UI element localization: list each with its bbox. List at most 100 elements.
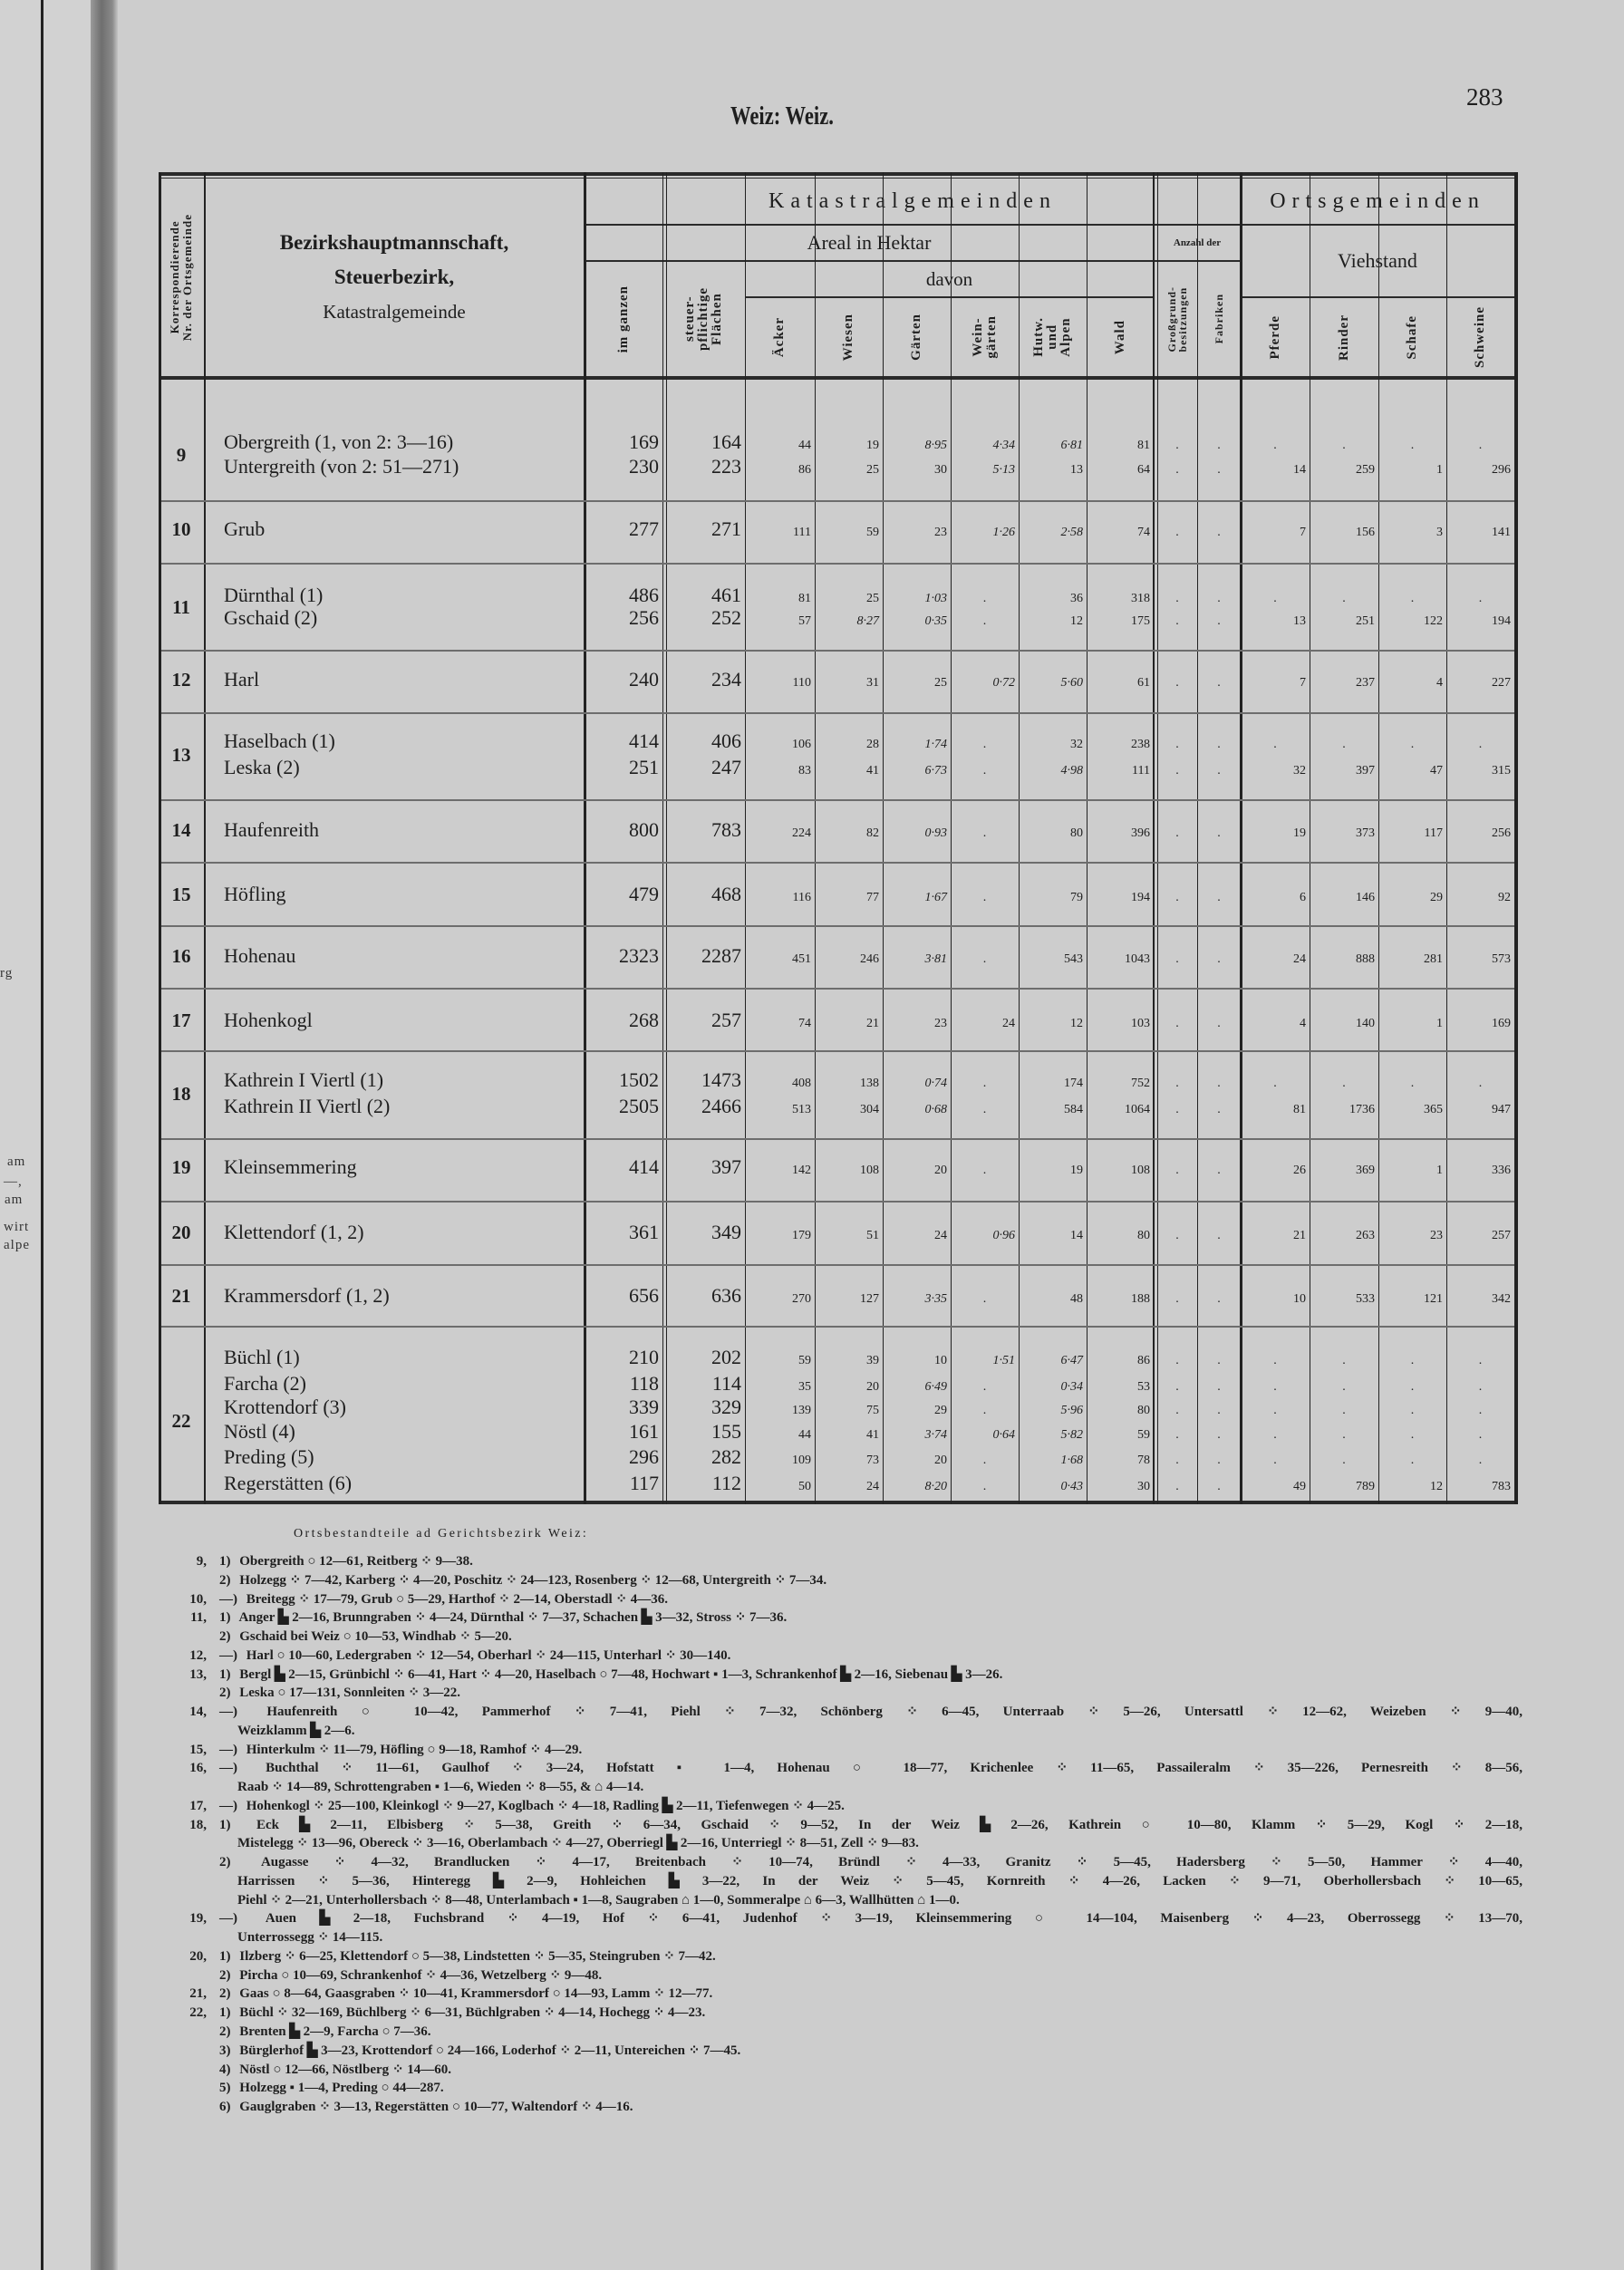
cell-schweine: 947 (1492, 1103, 1511, 1116)
cell-weingaerten: 0·64 (992, 1428, 1016, 1442)
cell-pferde: . (1273, 1428, 1277, 1442)
footnote-text: Raab ⁘ 14—89, Schrottengraben ▪ 1—6, Wie… (237, 1780, 644, 1795)
cell-aecker: 81 (798, 592, 811, 605)
cell-schweine: . (1478, 1404, 1483, 1417)
cell-rinder: . (1342, 1380, 1346, 1394)
header-col-label: im ganzen (615, 285, 631, 353)
cell-aecker: 83 (798, 764, 811, 778)
footnote-marker: 1) (219, 1817, 231, 1832)
column-rule (584, 172, 586, 1504)
cell-fabriken: . (1217, 1354, 1221, 1367)
cell-grossgrundbesitz: . (1175, 826, 1179, 840)
cell-weingaerten: 24 (1002, 1017, 1015, 1030)
cell-im-ganzen: 118 (629, 1372, 659, 1395)
row-separator (161, 925, 1514, 927)
header-col-label: Schweine (1473, 306, 1487, 368)
cell-hutweiden-alpen: 584 (1064, 1103, 1083, 1116)
cell-wiesen: 108 (860, 1164, 879, 1177)
cell-steuerpflichtig: 406 (711, 729, 741, 752)
cell-pferde: 7 (1300, 526, 1306, 539)
footnote-number: 9, (196, 1554, 207, 1569)
katastralgemeinde-name: Nöstl (4) (224, 1420, 295, 1443)
cell-weingaerten: . (982, 614, 987, 628)
cell-hutweiden-alpen: 4·98 (1060, 764, 1084, 778)
cell-im-ganzen: 656 (629, 1284, 659, 1307)
katastralgemeinde-name: Büchl (1) (224, 1346, 300, 1368)
row-number: 18 (171, 1082, 191, 1105)
row-separator (161, 1201, 1514, 1203)
cell-rinder: 369 (1356, 1164, 1375, 1177)
footnote-text: Ilzberg ⁘ 6—25, Klettendorf ○ 5—38, Lind… (239, 1948, 716, 1964)
cell-weingaerten: . (982, 1404, 987, 1417)
footnote-marker: —) (219, 1705, 237, 1720)
cell-wiesen: 24 (866, 1480, 879, 1493)
footnote-line: 2) Pircha ○ 10—69, Schrankenhof ⁘ 4—36, … (219, 1966, 602, 1985)
cell-hutweiden-alpen: 2·58 (1060, 526, 1084, 539)
cell-hutweiden-alpen: 0·43 (1060, 1480, 1084, 1493)
cell-schafe: 281 (1424, 952, 1443, 966)
previous-page-edge (0, 0, 91, 2270)
column-rule (204, 172, 206, 1504)
cell-schafe: 12 (1430, 1480, 1443, 1493)
cell-schweine: 336 (1492, 1164, 1511, 1177)
footnote-line: 1) Bergl ▙ 2—15, Grünbichl ⁘ 6—41, Hart … (219, 1666, 1002, 1684)
cell-schweine: 573 (1492, 952, 1511, 966)
cell-rinder: . (1342, 1428, 1346, 1442)
cell-schafe: . (1410, 738, 1415, 751)
cell-gaerten: 20 (934, 1454, 947, 1467)
katastralgemeinde-name: Hohenau (224, 944, 296, 967)
footnote-text: Auen ▙ 2—18, Fuchsbrand ⁘ 4—19, Hof ⁘ 6—… (265, 1911, 1522, 1927)
cell-rinder: 146 (1356, 891, 1375, 904)
katastralgemeinde-name: Obergreith (1, von 2: 3—16) (224, 430, 454, 453)
header-col-im-ganzen: im ganzen (585, 262, 662, 376)
cell-grossgrundbesitz: . (1175, 1292, 1179, 1306)
footnote-line: 1) Obergreith ○ 12—61, Reitberg ⁘ 9—38. (219, 1552, 473, 1570)
cell-schafe: 1 (1436, 1164, 1443, 1177)
header-col-label: steuer- pflichtige Flächen (682, 287, 724, 351)
cell-im-ganzen: 230 (629, 455, 659, 478)
footnote-text: Büchl ⁘ 32—169, Büchlberg ⁘ 6—31, Büchlg… (239, 2005, 706, 2021)
footnote-text: Haufenreith ○ 10—42, Pammerhof ⁘ 7—41, P… (266, 1705, 1523, 1720)
cell-gaerten: 3·74 (924, 1428, 948, 1442)
cell-schafe: . (1410, 592, 1415, 605)
cell-steuerpflichtig: 783 (711, 818, 741, 841)
katastralgemeinde-name: Grub (224, 517, 266, 540)
header-col-label: Gärten (909, 314, 923, 361)
cell-pferde: 32 (1293, 764, 1306, 778)
footnote-text: Gauglgraben ⁘ 3—13, Regerstätten ○ 10—77… (239, 2100, 633, 2115)
cell-wald: 78 (1137, 1454, 1150, 1467)
cell-rinder: 251 (1356, 614, 1375, 628)
header-col-hutweiden-alpen: Hutw. und Alpen (1019, 298, 1087, 376)
katastralgemeinde-name: Untergreith (von 2: 51—271) (224, 455, 459, 478)
margin-fragment: am (5, 1193, 24, 1207)
footnote-text: Nöstl ○ 12—66, Nöstlberg ⁘ 14—60. (239, 2062, 451, 2077)
cell-schweine: . (1478, 592, 1483, 605)
cell-schafe: . (1410, 1380, 1415, 1394)
footnote-line: 4) Nöstl ○ 12—66, Nöstlberg ⁘ 14—60. (219, 2061, 451, 2079)
cell-rinder: 397 (1356, 764, 1375, 778)
cell-aecker: 270 (792, 1292, 811, 1306)
cell-wald: 86 (1137, 1354, 1150, 1367)
table-bottom-rule (159, 1501, 1518, 1504)
column-rule (1514, 172, 1518, 1504)
footnote-text: Bürglerhof ▙ 3—23, Krottendorf ○ 24—166,… (239, 2043, 741, 2058)
footnote-text: Pircha ○ 10—69, Schrankenhof ⁘ 4—36, Wet… (239, 1967, 603, 1983)
footnote-number: 15, (189, 1742, 207, 1757)
cell-wald: 1064 (1125, 1103, 1150, 1116)
footnote-marker: 1) (219, 1666, 231, 1682)
row-separator (161, 1264, 1514, 1266)
cell-schafe: 3 (1436, 526, 1443, 539)
row-separator (161, 988, 1514, 990)
cell-hutweiden-alpen: 12 (1070, 614, 1083, 628)
cell-rinder: . (1342, 738, 1346, 751)
footnote-text: Bergl ▙ 2—15, Grünbichl ⁘ 6—41, Hart ⁘ 4… (239, 1666, 1003, 1682)
cell-aecker: 35 (798, 1380, 811, 1394)
cell-hutweiden-alpen: 6·81 (1060, 439, 1084, 452)
katastralgemeinde-name: Kathrein I Viertl (1) (224, 1068, 384, 1091)
footnote-line: 1) Anger ▙ 2—16, Brunngraben ⁘ 4—24, Dür… (219, 1608, 787, 1627)
cell-wald: 194 (1131, 891, 1150, 904)
row-number: 12 (171, 669, 191, 691)
header-katastralgemeinden: Katastralgemeinden (768, 188, 1057, 213)
footnote-text: Unterrossegg ⁘ 14—115. (237, 1930, 383, 1946)
cell-grossgrundbesitz: . (1175, 526, 1179, 539)
